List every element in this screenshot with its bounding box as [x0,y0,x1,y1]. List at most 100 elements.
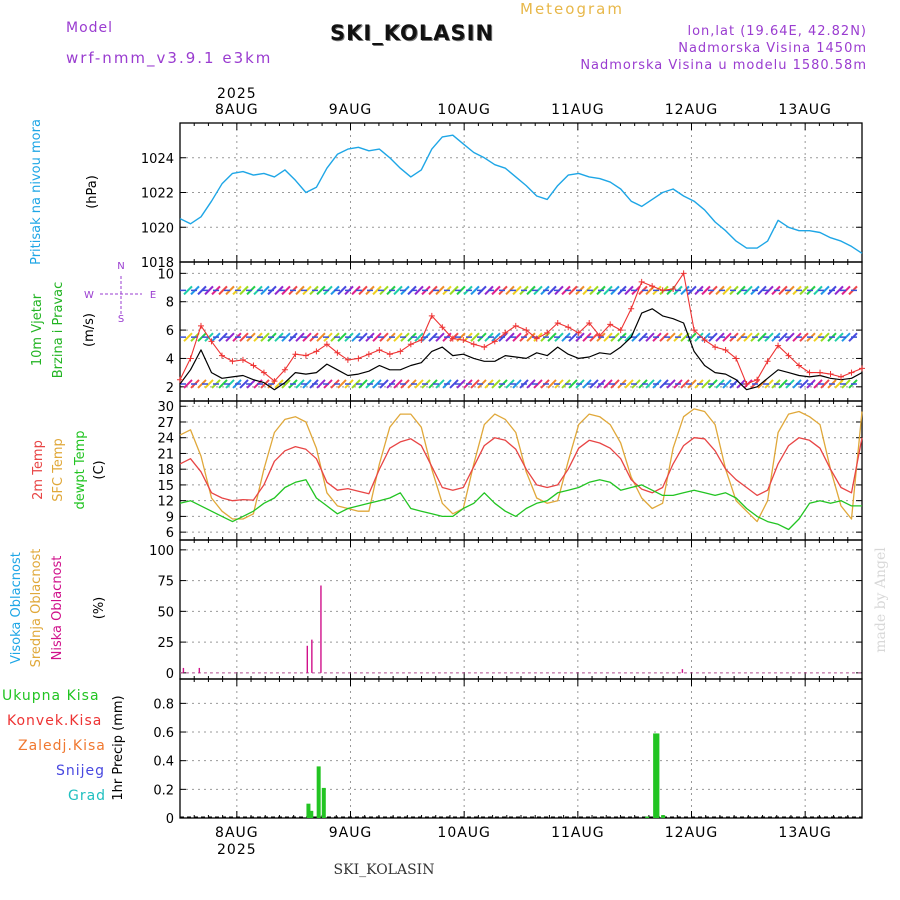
gust-marker [334,349,341,356]
y-tick-label: 1022 [141,187,174,202]
wind-arrow [603,285,613,296]
y-tick-label: 0.2 [153,783,174,798]
gust-marker [638,278,645,285]
y-tick-label: 6 [166,324,174,339]
compass-s: S [118,314,124,325]
y-tick-label: 2 [166,381,174,396]
wind-arrow [820,332,830,342]
panel-pressure: 1018 1020 1022 1024 [141,122,863,271]
gust-marker [376,346,383,353]
y-tick-label: 18 [157,463,174,478]
gust-marker [313,348,320,355]
wind-arrow [337,379,347,389]
wind-arrow [204,379,214,389]
day-label-top: 13AUG [778,102,832,118]
gust-marker [418,337,425,344]
gust-marker [250,362,257,369]
pressure-line [179,134,863,254]
gust-marker [365,351,372,358]
wind-arrow [281,285,291,296]
gust-marker [397,348,404,355]
wind-arrow [547,379,557,389]
gust-marker [785,352,792,359]
day-label-top: 8AUG [215,102,259,118]
wind-arrow [449,332,459,342]
gust-marker [722,346,729,353]
wind-arrow [624,379,634,389]
wind-arrow [281,332,291,342]
sfc-axis-title: SFC Temp [51,438,66,502]
wind-arrow [645,379,655,389]
gust-marker [523,327,530,334]
gust-marker [607,321,614,328]
y-tick-label: 50 [157,605,174,620]
y-tick-label: 1020 [141,221,174,236]
wind-arrow [414,285,424,296]
gust-marker [239,356,246,363]
y-tick-label: 6 [166,526,174,541]
credit-watermark: made by Angel [873,547,889,653]
panel-clouds: 0 25 50 75 100 [149,539,863,682]
gust-marker [859,365,865,372]
gust-marker [544,329,551,336]
gust-marker [817,369,824,376]
wind-arrow [295,379,305,389]
wind-arrow [820,285,830,296]
precip-bar [306,803,311,818]
wind-arrow [470,285,480,296]
high-cloud-title: Visoka Oblacnost [9,552,24,664]
wind-arrow [218,285,228,296]
gust-marker [691,327,698,334]
wind-arrow [372,379,382,389]
year-label-bottom: 2025 [217,842,257,858]
year-label-top: 2025 [217,86,257,102]
wind-arrow [778,332,788,342]
y-tick-label: 27 [157,416,174,431]
wind-arrow [218,332,228,342]
wind-arrow [337,285,347,296]
gust-marker [292,351,299,358]
wind-arrow [239,285,249,296]
wind-arrow [666,332,676,342]
gust-marker [733,355,740,362]
precip-bar [655,733,660,818]
model-elevation-label: Nadmorska Visina u modelu 1580.58m [580,58,867,73]
wind-arrow [358,332,368,342]
gust-marker [764,358,771,365]
low-cloud-title: Niska Oblacnost [50,556,65,661]
wind-arrow [624,332,634,342]
gust-marker [806,369,813,376]
temp-2m-line [179,437,863,502]
wind-arrow [393,332,403,342]
wind-arrow [435,285,445,296]
pressure-unit: (hPa) [85,175,100,209]
wind-arrow [470,379,480,389]
gust-marker [502,329,509,336]
wind-speed-line [179,308,863,391]
gust-marker [743,380,750,387]
t2m-axis-title: 2m Temp [31,440,46,500]
compass-n: N [117,261,124,272]
wind-arrow [589,332,599,342]
wind-direction-bands [180,285,862,389]
gust-marker [848,369,855,376]
wind-arrow [722,332,732,342]
gust-marker [470,341,477,348]
gust-marker [386,351,393,358]
wind-arrow [393,285,403,296]
precip-bar [316,766,321,818]
wind-arrow [260,332,270,342]
pressure-axis-title: Pritisak na nivou mora [29,119,44,265]
meteogram-label: Meteogram [520,0,624,18]
gust-marker [177,376,183,383]
day-label-top: 9AUG [329,102,373,118]
gust-marker [554,319,561,326]
wind-arrow [183,285,193,296]
wind-arrow [372,285,382,296]
day-label-bottom: 11AUG [551,825,605,841]
precip-bar [661,815,666,818]
gust-marker [197,322,204,329]
wind-arrow [666,379,676,389]
gust-marker [260,369,267,376]
wind-axis-title: 10m Vjetar [30,293,45,366]
